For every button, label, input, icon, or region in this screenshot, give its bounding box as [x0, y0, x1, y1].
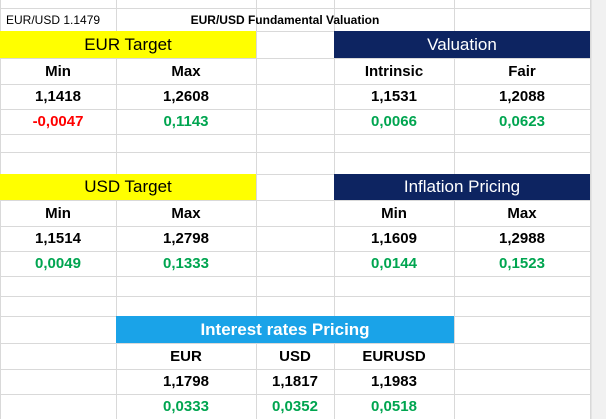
gridline	[334, 0, 335, 419]
valuation-fair-value[interactable]: 1,2088	[499, 88, 545, 105]
interest-usd-value[interactable]: 1,1817	[272, 373, 318, 390]
usd-target-min-label[interactable]: Min	[45, 204, 71, 222]
gridline	[0, 84, 590, 85]
eur-target-min-label[interactable]: Min	[45, 62, 71, 80]
gridline	[590, 0, 591, 419]
eur-target-max-value[interactable]: 1,2608	[163, 88, 209, 105]
gridline	[0, 200, 590, 201]
inflation-max-diff[interactable]: 0,1523	[499, 255, 545, 272]
usd-target-min-diff[interactable]: 0,0049	[35, 255, 81, 272]
gridline	[0, 343, 590, 344]
inflation-pricing-header[interactable]: Inflation Pricing	[334, 174, 590, 200]
valuation-fair-label[interactable]: Fair	[508, 62, 536, 80]
gridline	[256, 0, 257, 419]
inflation-min-diff[interactable]: 0,0144	[371, 255, 417, 272]
gridline	[0, 251, 590, 252]
valuation-fair-diff[interactable]: 0,0623	[499, 113, 545, 130]
eur-target-max-label[interactable]: Max	[171, 62, 201, 80]
gridline	[116, 0, 117, 419]
gridline	[0, 58, 590, 59]
valuation-intrinsic-diff[interactable]: 0,0066	[371, 113, 417, 130]
interest-eurusd-value[interactable]: 1,1983	[371, 373, 417, 390]
ticker-price[interactable]: EUR/USD 1.1479	[6, 12, 101, 27]
gridline	[454, 0, 455, 419]
interest-eur-diff[interactable]: 0,0333	[163, 398, 209, 415]
gridline	[0, 31, 590, 32]
interest-eur-value[interactable]: 1,1798	[163, 373, 209, 390]
usd-target-max-value[interactable]: 1,2798	[163, 230, 209, 247]
gridline	[0, 394, 590, 395]
gridline	[0, 109, 590, 110]
valuation-header[interactable]: Valuation	[334, 31, 590, 58]
interest-rates-pricing-header[interactable]: Interest rates Pricing	[116, 316, 454, 343]
inflation-max-value[interactable]: 1,2988	[499, 230, 545, 247]
eur-target-min-diff[interactable]: -0,0047	[32, 113, 84, 130]
inflation-min-label[interactable]: Min	[381, 204, 407, 222]
inflation-min-value[interactable]: 1,1609	[371, 230, 417, 247]
gridline	[0, 276, 590, 277]
valuation-intrinsic-label[interactable]: Intrinsic	[364, 62, 424, 80]
valuation-intrinsic-value[interactable]: 1,1531	[371, 88, 417, 105]
gridline	[0, 134, 590, 135]
interest-eur-label[interactable]: EUR	[170, 347, 202, 365]
usd-target-max-diff[interactable]: 0,1333	[163, 255, 209, 272]
interest-eurusd-diff[interactable]: 0,0518	[371, 398, 417, 415]
interest-usd-label[interactable]: USD	[279, 347, 311, 365]
vertical-scrollbar[interactable]	[591, 0, 606, 419]
gridline	[0, 8, 590, 9]
eur-target-min-value[interactable]: 1,1418	[35, 88, 81, 105]
gridline	[0, 152, 590, 153]
gridline	[0, 226, 590, 227]
interest-usd-diff[interactable]: 0,0352	[272, 398, 318, 415]
sheet-title[interactable]: EUR/USD Fundamental Valuation	[190, 12, 380, 27]
eur-target-max-diff[interactable]: 0,1143	[163, 113, 209, 130]
usd-target-header[interactable]: USD Target	[0, 174, 256, 200]
usd-target-min-value[interactable]: 1,1514	[35, 230, 81, 247]
interest-eurusd-label[interactable]: EURUSD	[362, 347, 426, 365]
usd-target-max-label[interactable]: Max	[171, 204, 201, 222]
gridline	[0, 174, 590, 175]
gridline	[0, 369, 590, 370]
gridline	[0, 296, 590, 297]
gridline	[0, 0, 1, 419]
eur-target-header[interactable]: EUR Target	[0, 31, 256, 58]
inflation-max-label[interactable]: Max	[507, 204, 537, 222]
